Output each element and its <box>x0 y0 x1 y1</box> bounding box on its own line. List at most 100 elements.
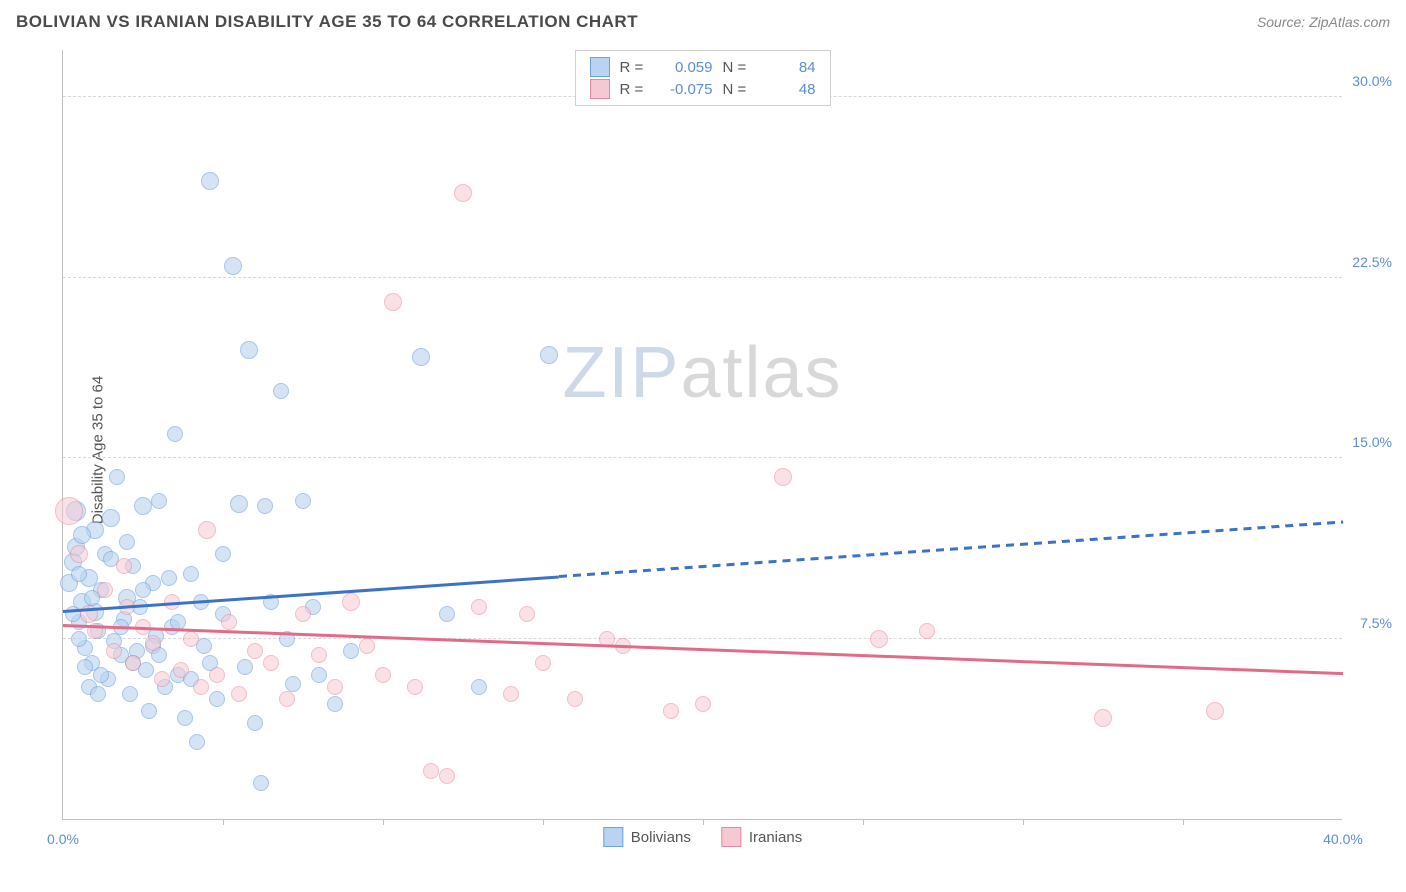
data-point <box>774 468 792 486</box>
data-point <box>471 679 487 695</box>
data-point <box>93 667 109 683</box>
x-tick <box>1183 819 1184 825</box>
data-point <box>412 348 430 366</box>
x-tick-label: 40.0% <box>1323 831 1363 847</box>
data-point <box>177 710 193 726</box>
y-tick-label: 22.5% <box>1342 254 1392 270</box>
watermark: ZIPatlas <box>562 332 842 414</box>
chart-area: Disability Age 35 to 64 ZIPatlas R =0.05… <box>12 40 1392 860</box>
legend-n-label: N = <box>723 81 751 98</box>
data-point <box>97 582 113 598</box>
data-point <box>359 638 375 654</box>
data-point <box>77 659 93 675</box>
data-point <box>407 679 423 695</box>
data-point <box>141 703 157 719</box>
data-point <box>439 606 455 622</box>
x-tick <box>383 819 384 825</box>
x-tick <box>863 819 864 825</box>
data-point <box>209 667 225 683</box>
data-point <box>240 341 258 359</box>
data-point <box>151 493 167 509</box>
legend-item: Bolivians <box>603 827 691 847</box>
data-point <box>343 643 359 659</box>
data-point <box>311 647 327 663</box>
data-point <box>71 566 87 582</box>
y-tick-label: 15.0% <box>1342 434 1392 450</box>
data-point <box>237 659 253 675</box>
data-point <box>257 498 273 514</box>
data-point <box>183 566 199 582</box>
x-tick <box>543 819 544 825</box>
data-point <box>193 679 209 695</box>
trend-line <box>559 521 1343 578</box>
data-point <box>454 184 472 202</box>
data-point <box>263 655 279 671</box>
legend-r-value: -0.075 <box>658 81 713 98</box>
data-point <box>279 691 295 707</box>
data-point <box>173 662 189 678</box>
data-point <box>215 546 231 562</box>
data-point <box>375 667 391 683</box>
data-point <box>73 526 91 544</box>
data-point <box>198 521 216 539</box>
data-point <box>221 614 237 630</box>
data-point <box>327 696 343 712</box>
y-tick-label: 30.0% <box>1342 73 1392 89</box>
data-point <box>71 631 87 647</box>
data-point <box>519 606 535 622</box>
data-point <box>311 667 327 683</box>
data-point <box>663 703 679 719</box>
data-point <box>540 346 558 364</box>
data-point <box>224 257 242 275</box>
legend-row: R =-0.075N =48 <box>590 79 816 99</box>
data-point <box>247 715 263 731</box>
data-point <box>295 493 311 509</box>
data-point <box>209 691 225 707</box>
source-label: Source: ZipAtlas.com <box>1257 14 1390 30</box>
data-point <box>106 643 122 659</box>
data-point <box>1094 709 1112 727</box>
data-point <box>183 631 199 647</box>
data-point <box>145 635 161 651</box>
data-point <box>695 696 711 712</box>
gridline <box>63 638 1342 639</box>
data-point <box>273 383 289 399</box>
data-point <box>161 570 177 586</box>
legend-swatch <box>603 827 623 847</box>
legend-row: R =0.059N =84 <box>590 57 816 77</box>
y-tick-label: 7.5% <box>1342 615 1392 631</box>
data-point <box>342 593 360 611</box>
legend-swatch <box>590 79 610 99</box>
data-point <box>70 545 88 563</box>
data-point <box>167 426 183 442</box>
data-point <box>90 686 106 702</box>
legend-label: Iranians <box>749 829 802 846</box>
data-point <box>154 671 170 687</box>
data-point <box>503 686 519 702</box>
data-point <box>247 643 263 659</box>
data-point <box>535 655 551 671</box>
data-point <box>230 495 248 513</box>
data-point <box>1206 702 1224 720</box>
data-point <box>327 679 343 695</box>
legend-n-label: N = <box>723 59 751 76</box>
data-point <box>201 172 219 190</box>
data-point <box>102 509 120 527</box>
legend-label: Bolivians <box>631 829 691 846</box>
data-point <box>231 686 247 702</box>
legend-swatch <box>590 57 610 77</box>
legend-swatch <box>721 827 741 847</box>
x-tick <box>1023 819 1024 825</box>
chart-title: BOLIVIAN VS IRANIAN DISABILITY AGE 35 TO… <box>16 12 638 32</box>
data-point <box>125 655 141 671</box>
data-point <box>109 469 125 485</box>
data-point <box>919 623 935 639</box>
legend-r-label: R = <box>620 81 648 98</box>
data-point <box>471 599 487 615</box>
correlation-legend: R =0.059N =84R =-0.075N =48 <box>575 50 831 106</box>
data-point <box>870 630 888 648</box>
gridline <box>63 457 1342 458</box>
legend-n-value: 84 <box>761 59 816 76</box>
data-point <box>423 763 439 779</box>
legend-r-label: R = <box>620 59 648 76</box>
